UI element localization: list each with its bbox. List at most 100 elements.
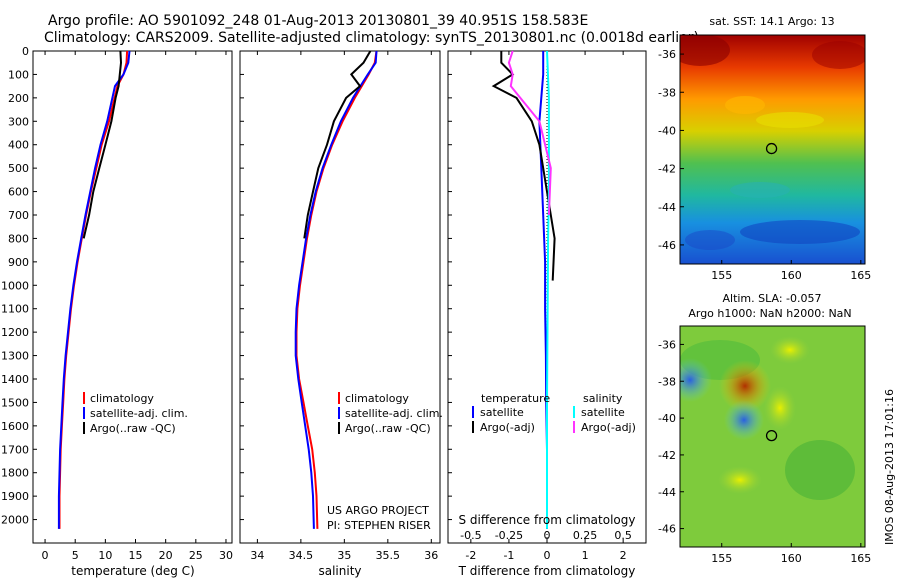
x-tick-label: 25	[189, 549, 203, 562]
y-tick-label: 1000	[1, 279, 29, 292]
temperature-profile-plot: 0 5 10 15 20 25 300100200300400500600700800900…	[1, 45, 233, 562]
legend-label-s-satellite: satellite	[581, 406, 625, 419]
legend-title-temperature: temperature	[481, 392, 550, 405]
salinity-axis-label: salinity	[318, 564, 361, 578]
sla-map-subtitle: Argo h1000: NaN h2000: NaN	[688, 307, 851, 320]
pi-note: PI: STEPHEN RISER	[327, 519, 431, 532]
y-tick-label: 1900	[1, 490, 29, 503]
y-tick-label: 300	[8, 115, 29, 128]
y-tick-label: 0	[22, 45, 29, 58]
map-x-tick-label: 155	[711, 552, 732, 565]
salinity-panel-frame	[239, 50, 441, 544]
map-y-tick-label: -46	[658, 523, 676, 536]
legend-title-salinity: salinity	[583, 392, 623, 405]
y-tick-label: 1700	[1, 443, 29, 456]
sst-map-title: sat. SST: 14.1 Argo: 13	[709, 15, 834, 28]
salinity-profile-plot: 34 34.5 35 35.5 36	[240, 50, 438, 562]
argo-position-marker	[765, 429, 778, 442]
map-y-tick-label: -46	[658, 239, 676, 252]
map-x-tick-label: 160	[781, 269, 802, 282]
series-argo-raw-qc	[303, 50, 372, 239]
series-climatology	[295, 50, 378, 529]
temperature-axis-label: temperature (deg C)	[71, 564, 194, 578]
legend-label-s-argo: Argo(-adj)	[581, 421, 636, 434]
imos-timestamp: IMOS 08-Aug-2013 17:01:16	[883, 389, 896, 545]
x-tick-label: 30	[219, 549, 233, 562]
map-y-tick-label: -44	[658, 201, 676, 214]
series-satellite-adj-clim	[294, 50, 378, 529]
y-tick-label: 1300	[1, 350, 29, 363]
y-tick-label: 200	[8, 92, 29, 105]
x-tick-label: -1	[503, 549, 514, 562]
y-tick-label: 500	[8, 162, 29, 175]
map-x-tick-label: 165	[850, 552, 871, 565]
x-tick-label: 34.5	[289, 549, 314, 562]
t-difference-axis-label: T difference from climatology	[458, 564, 636, 578]
map-y-tick-label: -38	[658, 86, 676, 99]
s-difference-axis-label: S difference from climatology	[459, 513, 636, 527]
x-tick-label: 34	[250, 549, 264, 562]
x-tick-label: 0	[544, 549, 551, 562]
x-tick-label: -2	[465, 549, 476, 562]
series-temperature-argo-adj	[491, 51, 556, 281]
secondary-x-tick-label: 0	[544, 529, 551, 542]
y-tick-label: 1200	[1, 326, 29, 339]
sla-map-axes: 155 160 165 -36 -38 -40 -42 -44 -46	[658, 338, 871, 565]
y-tick-label: 2000	[1, 514, 29, 527]
figure-title-line1: Argo profile: AO 5901092_248 01-Aug-2013…	[48, 13, 588, 29]
x-tick-label: 35	[337, 549, 351, 562]
series-satellite-adj-clim	[57, 50, 131, 529]
map-y-tick-label: -44	[658, 486, 676, 499]
x-tick-label: 0	[42, 549, 49, 562]
y-tick-label: 800	[8, 232, 29, 245]
x-tick-label: 5	[72, 549, 79, 562]
figure-title-line2: Climatology: CARS2009. Satellite-adjuste…	[44, 30, 699, 46]
map-x-tick-label: 155	[711, 269, 732, 282]
temperature-panel-frame	[32, 50, 233, 544]
sst-map-axes: 155 160 165 -36 -38 -40 -42 -44 -46	[658, 48, 871, 282]
sst-map-frame	[679, 34, 866, 265]
project-note: US ARGO PROJECT	[327, 504, 429, 517]
y-tick-label: 400	[8, 139, 29, 152]
legend-label-satellite: satellite-adj. clim.	[90, 407, 188, 420]
sst-map-field	[680, 35, 865, 264]
temperature-legend: climatology satellite-adj. clim. Argo(..…	[83, 392, 188, 435]
map-x-tick-label: 165	[850, 269, 871, 282]
difference-profile-plot: -2 -1 0 1 2 -0.5 -0.25 0 0.25 0.5	[448, 50, 632, 562]
difference-legend: temperature salinity satellite Argo(-adj…	[472, 392, 636, 434]
x-tick-label: 20	[159, 549, 173, 562]
secondary-x-tick-label: 0.25	[573, 529, 598, 542]
y-tick-label: 1500	[1, 396, 29, 409]
series-climatology	[58, 50, 129, 529]
map-y-tick-label: -42	[658, 163, 676, 176]
y-tick-label: 1800	[1, 467, 29, 480]
y-tick-label: 1100	[1, 303, 29, 316]
argo-position-marker	[765, 142, 778, 155]
legend-label-satellite: satellite-adj. clim.	[345, 407, 443, 420]
series-salinity-satellite	[546, 50, 550, 529]
sla-map-field	[680, 326, 865, 547]
x-tick-label: 36	[424, 549, 438, 562]
y-tick-label: 100	[8, 68, 29, 81]
map-y-tick-label: -42	[658, 449, 676, 462]
legend-label-climatology: climatology	[90, 392, 154, 405]
legend-label-t-argo: Argo(-adj)	[480, 421, 535, 434]
legend-label-t-satellite: satellite	[480, 406, 524, 419]
map-y-tick-label: -40	[658, 124, 676, 137]
y-tick-label: 1600	[1, 420, 29, 433]
x-tick-label: 10	[98, 549, 112, 562]
legend-label-argo: Argo(..raw -QC)	[90, 422, 176, 435]
legend-label-climatology: climatology	[345, 392, 409, 405]
secondary-x-tick-label: -0.25	[495, 529, 523, 542]
legend-label-argo: Argo(..raw -QC)	[345, 422, 431, 435]
x-tick-label: 15	[129, 549, 143, 562]
map-y-tick-label: -36	[658, 48, 676, 61]
y-tick-label: 700	[8, 209, 29, 222]
x-tick-label: 2	[620, 549, 627, 562]
map-y-tick-label: -36	[658, 338, 676, 351]
series-argo-raw-qc	[82, 50, 123, 239]
y-tick-label: 900	[8, 256, 29, 269]
map-x-tick-label: 160	[781, 552, 802, 565]
sla-map-frame	[679, 325, 866, 548]
